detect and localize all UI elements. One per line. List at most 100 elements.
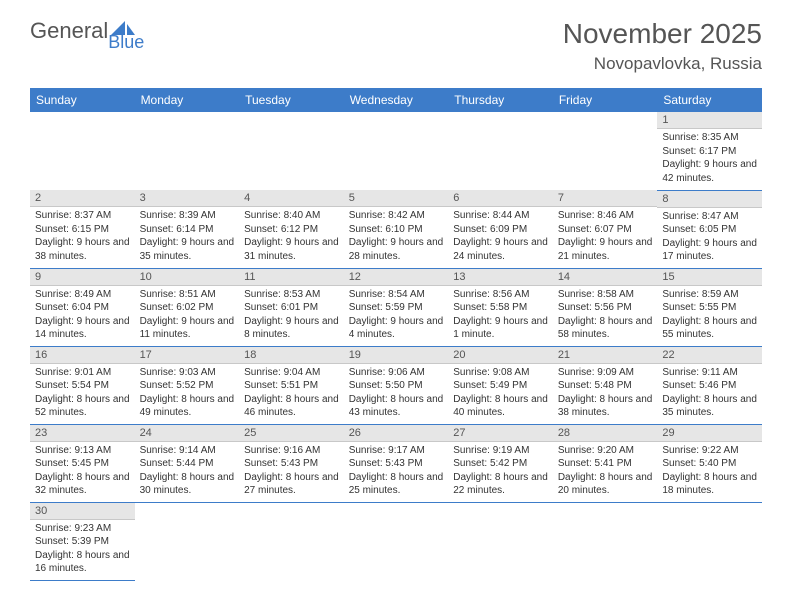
weekday-header: Thursday	[448, 88, 553, 112]
day-number: 4	[239, 190, 344, 207]
day-number: 20	[448, 347, 553, 364]
day-cell: 1Sunrise: 8:35 AMSunset: 6:17 PMDaylight…	[657, 112, 762, 190]
day-cell	[448, 502, 553, 580]
day-cell: 26Sunrise: 9:17 AMSunset: 5:43 PMDayligh…	[344, 424, 449, 502]
day-cell: 4Sunrise: 8:40 AMSunset: 6:12 PMDaylight…	[239, 190, 344, 268]
day-number: 24	[135, 425, 240, 442]
day-details: Sunrise: 8:58 AMSunset: 5:56 PMDaylight:…	[553, 286, 658, 346]
day-number: 25	[239, 425, 344, 442]
day-details: Sunrise: 8:56 AMSunset: 5:58 PMDaylight:…	[448, 286, 553, 346]
day-number: 3	[135, 190, 240, 207]
day-cell: 5Sunrise: 8:42 AMSunset: 6:10 PMDaylight…	[344, 190, 449, 268]
day-cell: 28Sunrise: 9:20 AMSunset: 5:41 PMDayligh…	[553, 424, 658, 502]
month-title: November 2025	[563, 18, 762, 50]
calendar-table: Sunday Monday Tuesday Wednesday Thursday…	[30, 88, 762, 581]
weekday-header: Sunday	[30, 88, 135, 112]
brand-part1: General	[30, 18, 108, 44]
day-cell: 13Sunrise: 8:56 AMSunset: 5:58 PMDayligh…	[448, 268, 553, 346]
day-details: Sunrise: 8:47 AMSunset: 6:05 PMDaylight:…	[657, 208, 762, 268]
day-cell	[344, 502, 449, 580]
day-details: Sunrise: 8:39 AMSunset: 6:14 PMDaylight:…	[135, 207, 240, 267]
day-cell	[553, 502, 658, 580]
day-details: Sunrise: 9:16 AMSunset: 5:43 PMDaylight:…	[239, 442, 344, 502]
day-cell: 10Sunrise: 8:51 AMSunset: 6:02 PMDayligh…	[135, 268, 240, 346]
day-cell: 17Sunrise: 9:03 AMSunset: 5:52 PMDayligh…	[135, 346, 240, 424]
day-cell	[344, 112, 449, 190]
day-details: Sunrise: 8:59 AMSunset: 5:55 PMDaylight:…	[657, 286, 762, 346]
day-number: 15	[657, 269, 762, 286]
day-cell: 8Sunrise: 8:47 AMSunset: 6:05 PMDaylight…	[657, 190, 762, 268]
day-details: Sunrise: 9:03 AMSunset: 5:52 PMDaylight:…	[135, 364, 240, 424]
brand-part2: Blue	[108, 18, 136, 44]
day-details: Sunrise: 9:06 AMSunset: 5:50 PMDaylight:…	[344, 364, 449, 424]
day-details: Sunrise: 8:53 AMSunset: 6:01 PMDaylight:…	[239, 286, 344, 346]
day-cell: 23Sunrise: 9:13 AMSunset: 5:45 PMDayligh…	[30, 424, 135, 502]
location: Novopavlovka, Russia	[563, 54, 762, 74]
day-details: Sunrise: 9:19 AMSunset: 5:42 PMDaylight:…	[448, 442, 553, 502]
day-number: 6	[448, 190, 553, 207]
day-number: 10	[135, 269, 240, 286]
day-details: Sunrise: 8:49 AMSunset: 6:04 PMDaylight:…	[30, 286, 135, 346]
day-details: Sunrise: 9:17 AMSunset: 5:43 PMDaylight:…	[344, 442, 449, 502]
day-details: Sunrise: 9:14 AMSunset: 5:44 PMDaylight:…	[135, 442, 240, 502]
day-cell	[30, 112, 135, 190]
day-details: Sunrise: 9:04 AMSunset: 5:51 PMDaylight:…	[239, 364, 344, 424]
day-number: 16	[30, 347, 135, 364]
day-cell: 30Sunrise: 9:23 AMSunset: 5:39 PMDayligh…	[30, 502, 135, 580]
day-details: Sunrise: 8:51 AMSunset: 6:02 PMDaylight:…	[135, 286, 240, 346]
header: General Blue November 2025 Novopavlovka,…	[0, 0, 792, 82]
day-details: Sunrise: 9:22 AMSunset: 5:40 PMDaylight:…	[657, 442, 762, 502]
day-cell	[553, 112, 658, 190]
day-number: 2	[30, 190, 135, 207]
day-number: 14	[553, 269, 658, 286]
day-number: 5	[344, 190, 449, 207]
day-details: Sunrise: 9:23 AMSunset: 5:39 PMDaylight:…	[30, 520, 135, 580]
day-details: Sunrise: 9:20 AMSunset: 5:41 PMDaylight:…	[553, 442, 658, 502]
day-cell: 12Sunrise: 8:54 AMSunset: 5:59 PMDayligh…	[344, 268, 449, 346]
day-details: Sunrise: 8:44 AMSunset: 6:09 PMDaylight:…	[448, 207, 553, 267]
weekday-header-row: Sunday Monday Tuesday Wednesday Thursday…	[30, 88, 762, 112]
calendar-row: 1Sunrise: 8:35 AMSunset: 6:17 PMDaylight…	[30, 112, 762, 190]
weekday-header: Wednesday	[344, 88, 449, 112]
day-number: 13	[448, 269, 553, 286]
day-cell: 9Sunrise: 8:49 AMSunset: 6:04 PMDaylight…	[30, 268, 135, 346]
day-number: 17	[135, 347, 240, 364]
day-details: Sunrise: 9:11 AMSunset: 5:46 PMDaylight:…	[657, 364, 762, 424]
day-number: 19	[344, 347, 449, 364]
day-details: Sunrise: 8:40 AMSunset: 6:12 PMDaylight:…	[239, 207, 344, 267]
weekday-header: Monday	[135, 88, 240, 112]
day-cell: 7Sunrise: 8:46 AMSunset: 6:07 PMDaylight…	[553, 190, 658, 268]
day-number: 7	[553, 190, 658, 207]
day-cell: 29Sunrise: 9:22 AMSunset: 5:40 PMDayligh…	[657, 424, 762, 502]
day-number: 30	[30, 503, 135, 520]
day-cell: 11Sunrise: 8:53 AMSunset: 6:01 PMDayligh…	[239, 268, 344, 346]
day-cell	[239, 112, 344, 190]
calendar-row: 16Sunrise: 9:01 AMSunset: 5:54 PMDayligh…	[30, 346, 762, 424]
day-cell	[135, 502, 240, 580]
day-cell: 24Sunrise: 9:14 AMSunset: 5:44 PMDayligh…	[135, 424, 240, 502]
day-cell: 3Sunrise: 8:39 AMSunset: 6:14 PMDaylight…	[135, 190, 240, 268]
title-block: November 2025 Novopavlovka, Russia	[563, 18, 762, 74]
day-details: Sunrise: 8:35 AMSunset: 6:17 PMDaylight:…	[657, 129, 762, 189]
brand-logo: General Blue	[30, 18, 136, 44]
day-number: 27	[448, 425, 553, 442]
day-cell	[448, 112, 553, 190]
day-cell: 25Sunrise: 9:16 AMSunset: 5:43 PMDayligh…	[239, 424, 344, 502]
day-number: 26	[344, 425, 449, 442]
weekday-header: Tuesday	[239, 88, 344, 112]
day-cell: 2Sunrise: 8:37 AMSunset: 6:15 PMDaylight…	[30, 190, 135, 268]
day-cell: 15Sunrise: 8:59 AMSunset: 5:55 PMDayligh…	[657, 268, 762, 346]
day-cell: 22Sunrise: 9:11 AMSunset: 5:46 PMDayligh…	[657, 346, 762, 424]
weekday-header: Saturday	[657, 88, 762, 112]
day-number: 29	[657, 425, 762, 442]
calendar-row: 2Sunrise: 8:37 AMSunset: 6:15 PMDaylight…	[30, 190, 762, 268]
day-cell	[135, 112, 240, 190]
day-details: Sunrise: 9:13 AMSunset: 5:45 PMDaylight:…	[30, 442, 135, 502]
day-details: Sunrise: 8:42 AMSunset: 6:10 PMDaylight:…	[344, 207, 449, 267]
day-number: 21	[553, 347, 658, 364]
day-number: 12	[344, 269, 449, 286]
day-number: 28	[553, 425, 658, 442]
day-details: Sunrise: 9:08 AMSunset: 5:49 PMDaylight:…	[448, 364, 553, 424]
day-cell: 21Sunrise: 9:09 AMSunset: 5:48 PMDayligh…	[553, 346, 658, 424]
day-number: 9	[30, 269, 135, 286]
